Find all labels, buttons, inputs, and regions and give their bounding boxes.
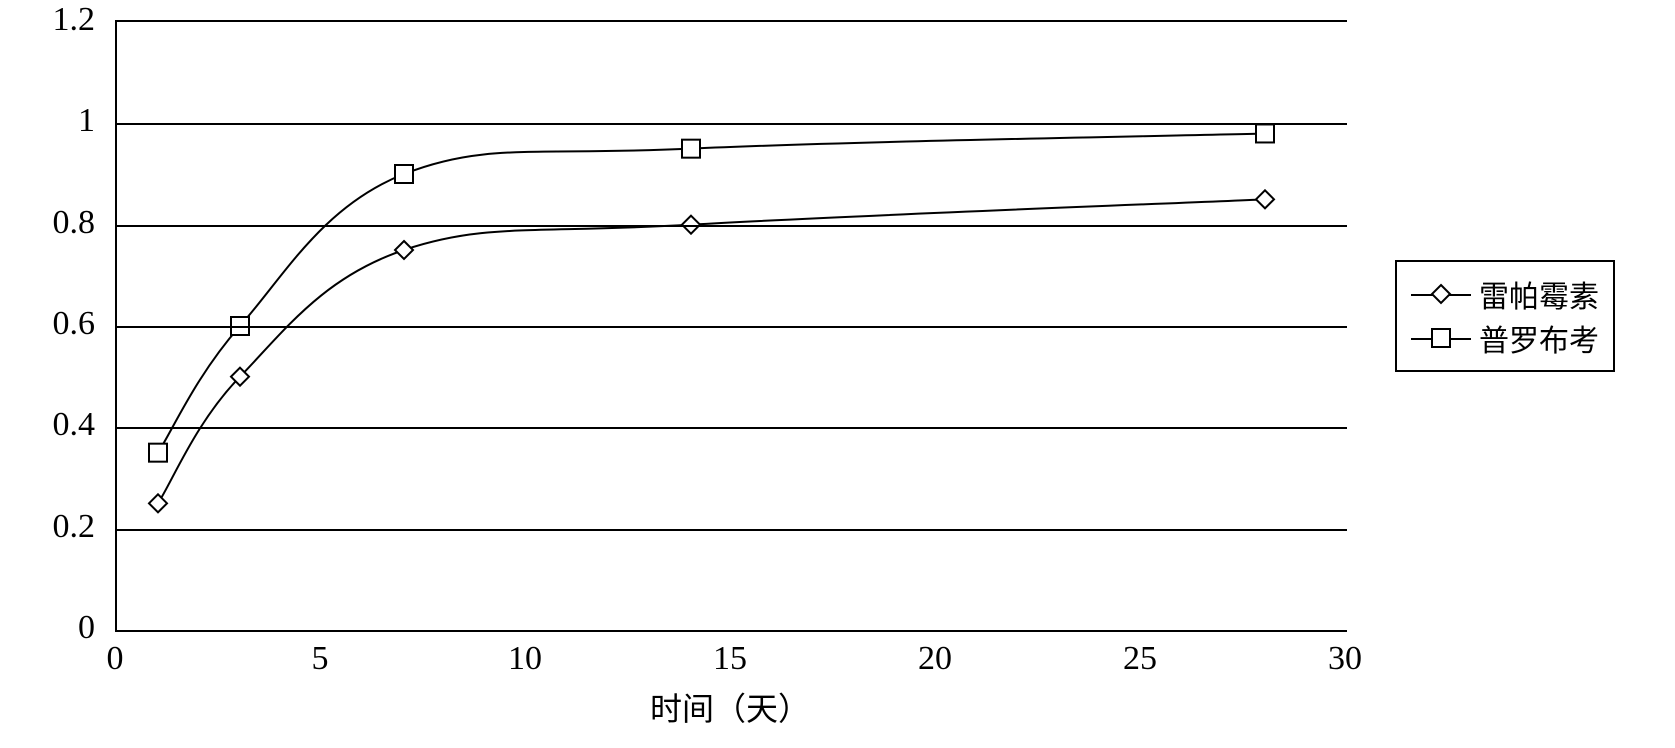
legend-label: 普罗布考 xyxy=(1479,316,1599,360)
x-tick-label: 25 xyxy=(1123,640,1157,678)
legend-item: 雷帕霉素 xyxy=(1411,272,1599,316)
x-tick-label: 20 xyxy=(918,640,952,678)
gridline xyxy=(117,123,1347,125)
data-marker xyxy=(395,241,413,259)
data-marker xyxy=(149,444,167,462)
x-tick-label: 30 xyxy=(1328,640,1362,678)
legend: 雷帕霉素普罗布考 xyxy=(1395,260,1615,372)
data-marker xyxy=(1256,190,1274,208)
legend-label: 雷帕霉素 xyxy=(1479,272,1599,316)
gridline xyxy=(117,427,1347,429)
data-marker xyxy=(395,165,413,183)
x-tick-label: 10 xyxy=(508,640,542,678)
x-axis-title: 时间（天） xyxy=(650,684,810,730)
x-tick-label: 5 xyxy=(312,640,329,678)
legend-item: 普罗布考 xyxy=(1411,316,1599,360)
gridline xyxy=(117,225,1347,227)
x-tick-label: 0 xyxy=(107,640,124,678)
data-marker xyxy=(682,140,700,158)
x-tick-label: 15 xyxy=(713,640,747,678)
gridline xyxy=(117,529,1347,531)
gridline xyxy=(117,326,1347,328)
chart-canvas: 雷帕霉素普罗布考 时间（天） 00.20.40.60.811.205101520… xyxy=(0,0,1675,748)
data-marker xyxy=(149,494,167,512)
series-line xyxy=(158,199,1265,503)
plot-area xyxy=(115,20,1347,632)
data-marker xyxy=(1256,124,1274,142)
